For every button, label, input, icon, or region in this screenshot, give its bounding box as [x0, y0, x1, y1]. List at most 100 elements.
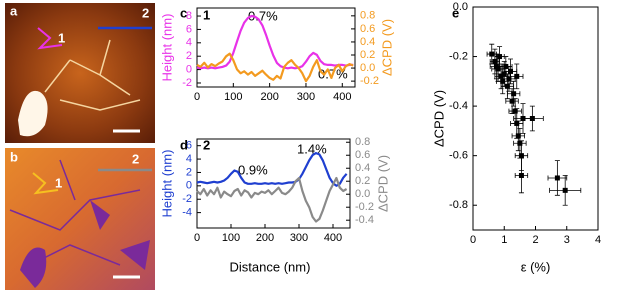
x-tick-label: 400 — [324, 232, 342, 244]
y-tick-label: 0 — [186, 63, 192, 75]
panel-label: b — [10, 149, 18, 164]
point — [517, 140, 523, 146]
y-tick-label: -0.6 — [449, 150, 468, 162]
y-tick-label: 2 — [186, 166, 192, 178]
x-tick-label: 100 — [224, 91, 242, 103]
x-axis-label: Distance (nm) — [230, 259, 311, 274]
x-tick-label: 200 — [256, 232, 274, 244]
x-tick-label: 1 — [501, 234, 507, 246]
x-tick-label: 300 — [290, 232, 308, 244]
image-feature — [44, 39, 141, 111]
point — [498, 73, 504, 79]
y2-tick-label: 0.0 — [360, 62, 375, 74]
y2-tick-label: -0.2 — [360, 75, 379, 87]
x-tick-label: 4 — [595, 234, 601, 246]
y2-tick-label: 0.8 — [355, 136, 370, 148]
line-series — [196, 52, 354, 83]
marker-label: 1 — [55, 175, 62, 190]
y2-tick-label: -0.2 — [355, 201, 374, 213]
y-tick-label: 0 — [186, 180, 192, 192]
point — [489, 51, 495, 57]
y-axis-label: Height (nm) — [159, 14, 174, 82]
panel-label: a — [10, 3, 18, 18]
marker-label: 1 — [58, 30, 65, 45]
y-tick-label: -0.8 — [449, 199, 468, 211]
y2-tick-label: 0.6 — [360, 23, 375, 35]
point — [504, 83, 510, 89]
x-tick-label: 400 — [333, 91, 351, 103]
afm-image-a: a 1 2 — [5, 3, 155, 143]
x-tick-label: 100 — [222, 232, 240, 244]
x-tick-label: 0 — [470, 234, 476, 246]
x-tick-label: 300 — [297, 91, 315, 103]
panel-label: e — [452, 5, 459, 20]
point — [506, 76, 512, 82]
y-tick-label: -2 — [182, 77, 192, 89]
x-tick-label: 3 — [564, 234, 570, 246]
image-feature — [18, 90, 48, 137]
y2-tick-label: 0.6 — [355, 149, 370, 161]
point — [512, 108, 518, 114]
x-tick-label: 0 — [194, 91, 200, 103]
point — [514, 120, 520, 126]
x-tick-label: 2 — [532, 234, 538, 246]
point — [511, 91, 517, 97]
y-tick-label: 8 — [186, 10, 192, 22]
x-axis-label: ε (%) — [521, 259, 551, 274]
y2-tick-label: 0.8 — [360, 10, 375, 22]
y2-tick-label: 0.4 — [355, 162, 370, 174]
point — [562, 187, 568, 193]
profile-label: 1 — [203, 7, 210, 22]
annotation: 0.9% — [238, 162, 268, 177]
y-tick-label: -0.2 — [449, 50, 468, 62]
y-tick-label: -2 — [182, 193, 192, 205]
profile-line — [32, 172, 59, 195]
marker-label: 2 — [142, 5, 149, 20]
point — [508, 68, 513, 74]
point — [515, 133, 521, 139]
point — [509, 98, 515, 104]
y2-axis-label: ΔCPD (V) — [375, 155, 390, 212]
annotation: 0.7% — [248, 8, 278, 23]
y-tick-label: -4 — [182, 207, 192, 219]
x-tick-label: 200 — [260, 91, 278, 103]
y2-tick-label: 0.4 — [360, 36, 375, 48]
profile-label: 2 — [203, 137, 210, 152]
profile-line — [37, 27, 63, 50]
point — [493, 63, 499, 69]
line-series — [196, 14, 354, 70]
y2-tick-label: -0.4 — [355, 214, 374, 226]
y2-tick-label: 0.2 — [355, 175, 370, 187]
plot-frame — [196, 7, 356, 88]
point — [554, 175, 560, 181]
image-feature — [20, 200, 150, 288]
y-tick-label: 0.0 — [453, 1, 468, 13]
annotation: 1.4% — [297, 141, 327, 156]
y2-axis-label: ΔCPD (V) — [379, 19, 394, 76]
y-tick-label: 6 — [186, 140, 192, 152]
point — [492, 59, 498, 65]
x-tick-label: 0 — [194, 232, 200, 244]
panel-label: c — [180, 5, 187, 20]
point — [518, 172, 524, 178]
point — [529, 116, 535, 121]
y-tick-label: -0.4 — [449, 100, 468, 112]
cpd-image-b: b 1 2 — [5, 148, 155, 290]
image-feature — [9, 159, 141, 266]
point — [518, 153, 524, 159]
y-tick-label: 4 — [186, 153, 192, 165]
y2-tick-label: 0.2 — [360, 49, 375, 61]
marker-label: 2 — [132, 151, 139, 166]
panel-label: d — [180, 137, 188, 152]
point — [497, 54, 503, 60]
point — [503, 63, 509, 69]
line-series — [196, 176, 348, 223]
y-axis-label: ΔCPD (V) — [431, 90, 446, 147]
line-series — [196, 152, 348, 187]
y-tick-label: 4 — [186, 37, 192, 49]
point — [514, 73, 520, 79]
y-tick-label: 2 — [186, 50, 192, 62]
y2-tick-label: 0.0 — [355, 188, 370, 200]
